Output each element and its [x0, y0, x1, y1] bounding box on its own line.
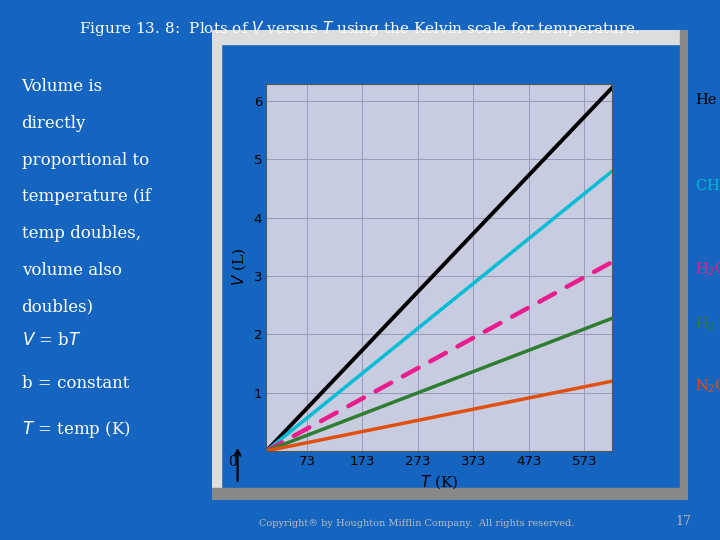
Text: temp doubles,: temp doubles, [22, 225, 140, 242]
Text: 0: 0 [228, 455, 237, 469]
Y-axis label: $V$ (L): $V$ (L) [230, 248, 248, 286]
Bar [212, 488, 688, 500]
Bar [212, 30, 688, 44]
Text: He: He [695, 93, 716, 107]
Text: $T$ = temp (K): $T$ = temp (K) [22, 418, 130, 440]
Text: directly: directly [22, 115, 86, 132]
Text: temperature (if: temperature (if [22, 188, 150, 205]
Text: doubles): doubles) [22, 299, 94, 315]
Text: CH$_4$: CH$_4$ [695, 178, 720, 195]
Text: N$_2$O: N$_2$O [695, 378, 720, 395]
Text: Volume is: Volume is [22, 78, 103, 95]
Text: proportional to: proportional to [22, 152, 149, 168]
Text: $V$ = b$T$: $V$ = b$T$ [22, 332, 81, 349]
Bar [212, 30, 221, 500]
Text: b = constant: b = constant [22, 375, 129, 392]
Bar [680, 30, 688, 500]
Text: Figure 13. 8:  Plots of $\it{V}$ versus $\it{T}$ using the Kelvin scale for temp: Figure 13. 8: Plots of $\it{V}$ versus $… [79, 19, 641, 38]
Text: H$_2$O: H$_2$O [695, 260, 720, 278]
Text: H$_2$: H$_2$ [695, 315, 715, 333]
Text: 17: 17 [675, 515, 691, 528]
Text: volume also: volume also [22, 262, 122, 279]
X-axis label: $T$ (K): $T$ (K) [420, 474, 459, 491]
Text: Copyright® by Houghton Mifflin Company.  All rights reserved.: Copyright® by Houghton Mifflin Company. … [259, 519, 575, 528]
